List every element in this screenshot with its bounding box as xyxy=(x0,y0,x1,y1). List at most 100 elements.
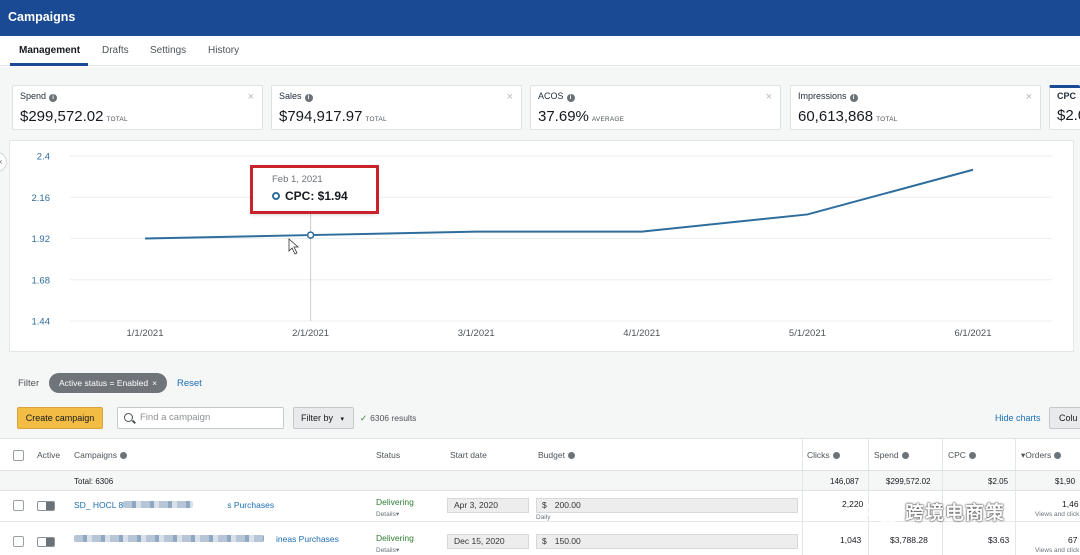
close-icon[interactable]: × xyxy=(247,91,254,103)
header-active[interactable]: Active xyxy=(37,450,61,460)
hide-charts-link[interactable]: Hide charts xyxy=(995,413,1041,423)
cpc-value: $3.63 xyxy=(988,535,1010,545)
chevron-down-icon: ▾ xyxy=(340,416,345,423)
total-spend: $299,572.02 xyxy=(886,477,931,486)
budget-value: 150.00 xyxy=(554,536,581,546)
header-status[interactable]: Status xyxy=(376,450,401,460)
close-icon[interactable]: × xyxy=(152,378,158,388)
campaign-name-link[interactable]: SD_ HOCL 8 s Purchases xyxy=(74,500,274,510)
y-tick-label: 1.68 xyxy=(32,275,51,286)
info-icon[interactable] xyxy=(832,452,840,459)
status-details-link[interactable]: Details▾ xyxy=(376,511,400,518)
metric-value: $794,917.97 xyxy=(279,108,363,125)
x-tick-label: 1/1/2021 xyxy=(127,328,164,339)
start-date-field[interactable]: Apr 3, 2020 xyxy=(447,498,529,513)
status-details-link[interactable]: Details▾ xyxy=(376,547,400,554)
redacted-text xyxy=(123,501,194,508)
reset-link[interactable]: Reset xyxy=(177,378,202,389)
search-input[interactable]: Find a campaign xyxy=(117,407,284,429)
metric-value: 60,613,868 xyxy=(798,108,874,125)
info-icon[interactable] xyxy=(968,452,976,459)
x-tick-label: 6/1/2021 xyxy=(955,328,992,339)
create-campaign-button[interactable]: Create campaign xyxy=(17,407,103,429)
sort-down-icon: ▾ xyxy=(1021,450,1026,460)
metric-unit: AVERAGE xyxy=(591,116,625,123)
info-icon[interactable]: i xyxy=(566,94,575,102)
info-icon[interactable] xyxy=(901,452,909,459)
orders-sub: Views and click xyxy=(1035,547,1080,554)
header-start-date[interactable]: Start date xyxy=(450,450,487,460)
budget-input[interactable]: $200.00 xyxy=(536,498,798,513)
close-icon[interactable]: × xyxy=(765,91,772,103)
metric-label: CPC xyxy=(1057,91,1077,101)
tab-bar: Management Drafts Settings History xyxy=(0,36,1080,66)
tab-drafts[interactable]: Drafts xyxy=(102,45,129,56)
column-divider xyxy=(868,438,869,555)
filter-by-label: Filter by xyxy=(301,413,334,423)
y-tick-label: 2.4 xyxy=(37,152,50,163)
close-icon[interactable]: × xyxy=(506,91,513,103)
tab-history[interactable]: History xyxy=(208,45,240,56)
filter-chip-label: Active status = Enabled xyxy=(59,378,149,388)
header-cpc[interactable]: CPC xyxy=(948,450,976,460)
metric-card-impressions[interactable]: Impressions i 60,613,868 TOTAL × xyxy=(790,85,1041,130)
header-budget-label: Budget xyxy=(538,450,565,460)
active-toggle[interactable] xyxy=(37,537,55,547)
close-icon[interactable]: × xyxy=(1025,91,1032,103)
table-header-row: Active Campaigns Status Start date Budge… xyxy=(0,438,1080,471)
budget-input[interactable]: $150.00 xyxy=(536,534,798,549)
metric-label: Sales xyxy=(279,91,302,101)
select-all-checkbox[interactable] xyxy=(13,450,24,461)
orders-value: 1,46 xyxy=(1062,499,1079,509)
metric-label: Impressions xyxy=(798,91,847,101)
campaign-name-suffix: s Purchases xyxy=(227,500,275,510)
y-tick-label: 1.92 xyxy=(32,234,51,245)
status-label: Delivering xyxy=(376,533,414,543)
row-checkbox[interactable] xyxy=(13,500,24,511)
status-details-label: Details xyxy=(376,511,396,518)
header-clicks-label: Clicks xyxy=(807,450,830,460)
metric-unit: TOTAL xyxy=(106,116,128,123)
campaign-name-suffix: ineas Purchases xyxy=(276,534,339,544)
table-row: ineas Purchases Delivering Details▾ Dec … xyxy=(0,528,1080,555)
chart-canvas: 2.4 2.16 1.92 1.68 1.44 1/1/2021 2/1/2021 3/1/2… xyxy=(32,152,1052,339)
header-budget[interactable]: Budget xyxy=(538,450,575,460)
info-icon[interactable] xyxy=(120,452,127,459)
info-icon[interactable]: i xyxy=(849,94,858,102)
info-icon[interactable] xyxy=(567,452,575,459)
metric-value: $2.0 xyxy=(1057,107,1080,124)
header-spend[interactable]: Spend xyxy=(874,450,909,460)
metric-card-cpc[interactable]: CPC $2.0 xyxy=(1049,85,1080,130)
orders-sub: Views and click xyxy=(1035,511,1080,518)
x-tick-label: 5/1/2021 xyxy=(789,328,826,339)
header-spend-label: Spend xyxy=(874,450,899,460)
metric-card-acos[interactable]: ACOS i 37.69% AVERAGE × xyxy=(530,85,781,130)
watermark-text: 跨境电商策 xyxy=(905,502,1006,524)
start-date-field[interactable]: Dec 15, 2020 xyxy=(447,534,529,549)
info-icon[interactable]: i xyxy=(304,94,313,102)
columns-button[interactable]: Colu xyxy=(1049,407,1080,429)
campaign-name-link[interactable]: ineas Purchases xyxy=(74,534,339,544)
header-orders[interactable]: ▾Orders xyxy=(1021,450,1062,461)
redacted-text xyxy=(74,535,264,542)
active-toggle[interactable] xyxy=(37,501,55,511)
status-label: Delivering xyxy=(376,497,414,507)
y-tick-label: 2.16 xyxy=(32,193,51,204)
header-campaigns[interactable]: Campaigns xyxy=(74,450,127,460)
chart-tooltip: Feb 1, 2021 CPC: $1.94 xyxy=(252,167,376,213)
header-clicks[interactable]: Clicks xyxy=(807,450,840,460)
filter-chip[interactable]: Active status = Enabled × xyxy=(49,373,167,393)
column-divider xyxy=(942,438,943,555)
info-icon[interactable] xyxy=(1054,452,1062,459)
filter-by-dropdown[interactable]: Filter by ▾ xyxy=(293,407,354,429)
clicks-value: 2,220 xyxy=(842,499,864,509)
tab-management[interactable]: Management xyxy=(19,45,81,56)
row-checkbox[interactable] xyxy=(13,536,24,547)
metric-card-sales[interactable]: Sales i $794,917.97 TOTAL × xyxy=(271,85,522,130)
cpc-line-chart: 2.4 2.16 1.92 1.68 1.44 1/1/2021 2/1/2021 3/1/2… xyxy=(9,140,1074,352)
metric-card-spend[interactable]: Spend i $299,572.02 TOTAL × xyxy=(12,85,263,130)
wechat-logo-icon xyxy=(866,500,899,524)
column-divider xyxy=(1015,438,1016,555)
info-icon[interactable]: i xyxy=(49,94,58,102)
tab-settings[interactable]: Settings xyxy=(150,45,187,56)
